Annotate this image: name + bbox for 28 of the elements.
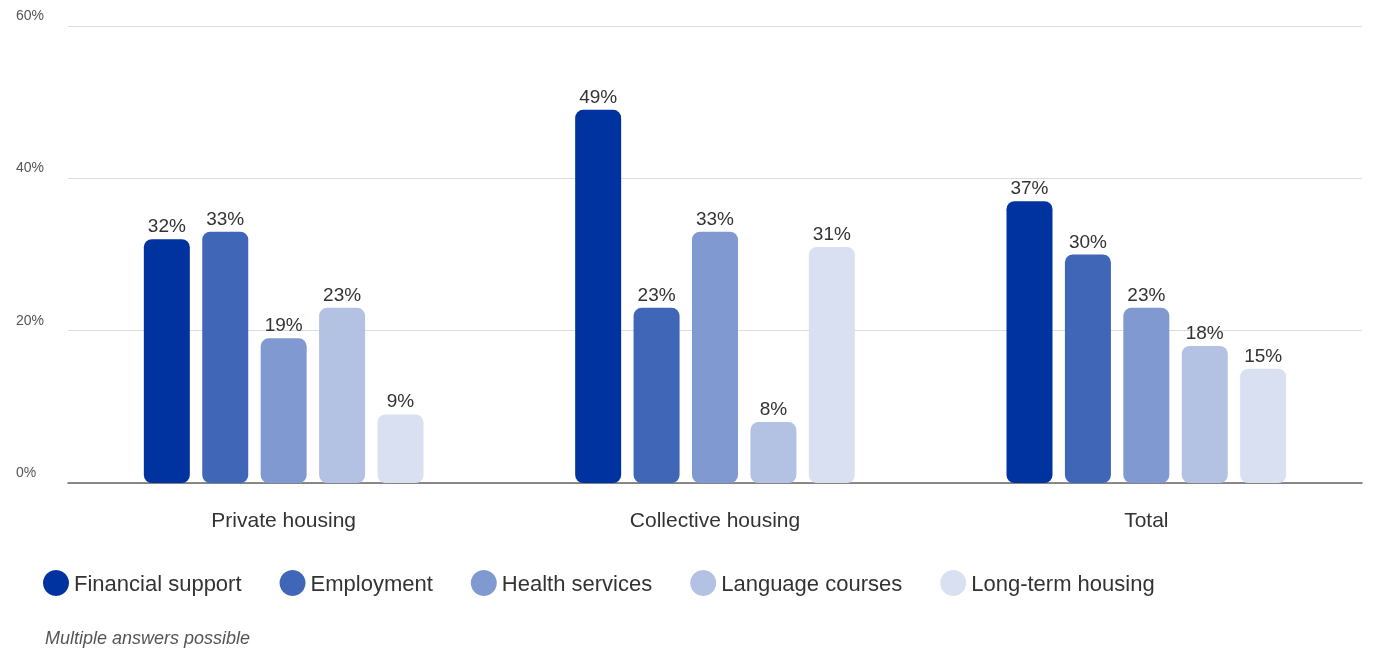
data-label: 30% [1068, 230, 1108, 252]
data-label: 32% [147, 215, 186, 237]
data-label: 37% [1010, 177, 1049, 199]
text: Multiple answers possible [45, 628, 251, 648]
legend-label: Language courses [721, 570, 903, 596]
data-label: 33% [206, 207, 245, 229]
x-tick-label: Collective housing [629, 508, 801, 531]
x-tick-label: Private housing [211, 508, 357, 531]
data-label: 49% [579, 85, 618, 107]
data-label: 18% [1185, 321, 1224, 343]
data-label: 15% [1244, 344, 1283, 366]
data-label: 8% [759, 398, 788, 420]
data-label: 23% [323, 283, 362, 305]
y-tick-label: 0% [16, 464, 37, 480]
data-label: 9% [386, 390, 415, 412]
data-label: 33% [695, 207, 735, 229]
x-tick-label: Total [1124, 508, 1169, 531]
legend-label: Health services [501, 570, 653, 596]
legend-label: Employment [310, 570, 433, 596]
legend-label: Long-term housing [971, 570, 1155, 596]
y-tick-label: 60% [16, 7, 45, 23]
data-label: 31% [812, 222, 851, 244]
data-label: 23% [637, 283, 676, 305]
data-label: 23% [1127, 283, 1166, 305]
y-tick-label: 40% [16, 159, 45, 176]
legend-label: Financial support [74, 570, 242, 596]
y-tick-label: 20% [16, 311, 45, 328]
data-label: 19% [264, 314, 303, 336]
